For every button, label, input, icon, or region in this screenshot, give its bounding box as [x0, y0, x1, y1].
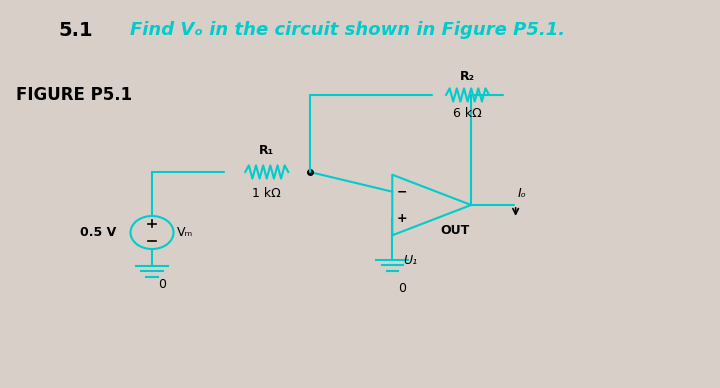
- Text: 5.1: 5.1: [59, 21, 94, 40]
- Text: 0.5 V: 0.5 V: [80, 226, 116, 239]
- Text: 0: 0: [158, 278, 166, 291]
- Text: R₁: R₁: [259, 144, 274, 157]
- Text: R₂: R₂: [460, 70, 475, 83]
- Text: FIGURE P5.1: FIGURE P5.1: [16, 86, 132, 104]
- Text: Iₒ: Iₒ: [518, 187, 526, 199]
- Text: OUT: OUT: [441, 224, 470, 237]
- Text: Find Vₒ in the circuit shown in Figure P5.1.: Find Vₒ in the circuit shown in Figure P…: [130, 21, 566, 39]
- Text: Vₘ: Vₘ: [177, 226, 194, 239]
- Text: 6 kΩ: 6 kΩ: [453, 107, 482, 120]
- Text: 0: 0: [398, 282, 406, 294]
- Text: 1 kΩ: 1 kΩ: [253, 187, 281, 200]
- Text: +: +: [397, 212, 407, 225]
- Text: −: −: [397, 185, 407, 198]
- Text: U₁: U₁: [403, 254, 417, 267]
